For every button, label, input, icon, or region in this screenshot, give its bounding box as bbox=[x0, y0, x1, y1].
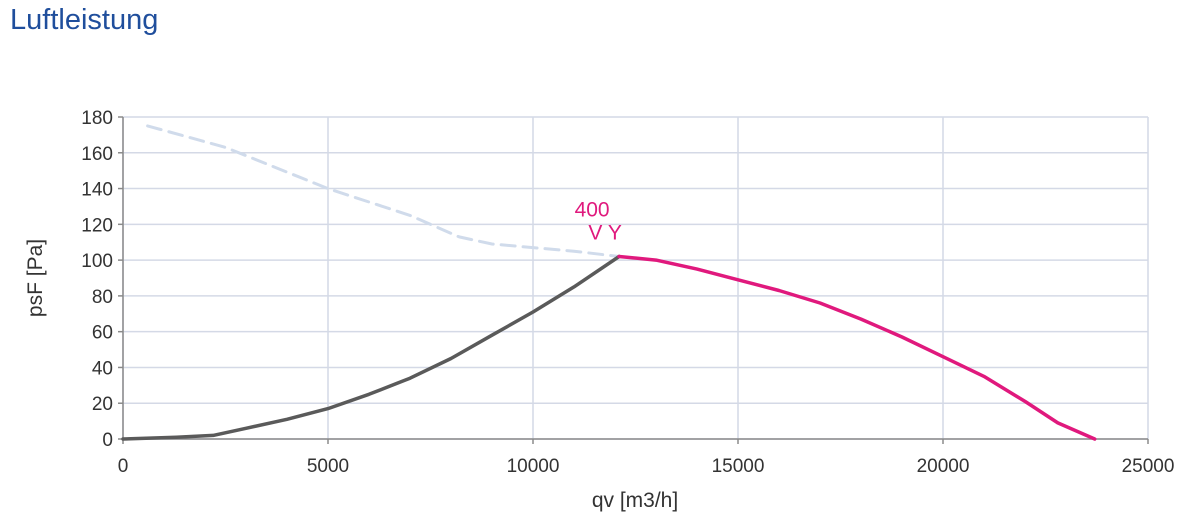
operating-point-label-size: 400 bbox=[575, 199, 610, 222]
y-axis-label: psF [Pa] bbox=[24, 239, 47, 317]
y-tick-label: 60 bbox=[92, 323, 113, 344]
x-tick-label: 20000 bbox=[917, 456, 970, 477]
x-ticks: 0 5000 10000 15000 20000 25000 bbox=[118, 439, 1175, 477]
y-tick-label: 0 bbox=[102, 430, 113, 451]
fan-curve-right-line bbox=[617, 254, 1097, 441]
x-tick-label: 15000 bbox=[712, 456, 765, 477]
y-tick-label: 80 bbox=[92, 287, 113, 308]
operating-point-label-connection: V Y bbox=[588, 222, 621, 245]
y-tick-label: 100 bbox=[81, 251, 113, 272]
grid bbox=[122, 116, 1149, 440]
x-tick-label: 5000 bbox=[307, 456, 349, 477]
y-ticks: 0 20 40 60 80 100 120 140 160 180 bbox=[81, 108, 123, 451]
y-tick-label: 160 bbox=[81, 144, 113, 165]
y-tick-label: 20 bbox=[92, 394, 113, 415]
y-tick-label: 180 bbox=[81, 108, 113, 129]
x-tick-label: 25000 bbox=[1122, 456, 1175, 477]
axes bbox=[122, 117, 1148, 440]
fan-curve-left-line bbox=[121, 254, 621, 441]
y-tick-label: 120 bbox=[81, 215, 113, 236]
y-tick-label: 140 bbox=[81, 180, 113, 201]
series bbox=[121, 124, 1097, 441]
system-curve-line bbox=[146, 124, 621, 258]
y-tick-label: 40 bbox=[92, 358, 113, 379]
x-tick-label: 0 bbox=[118, 456, 129, 477]
page-title: Luftleistung bbox=[10, 4, 159, 36]
x-axis-label: qv [m3/h] bbox=[592, 489, 678, 512]
x-tick-label: 10000 bbox=[507, 456, 560, 477]
